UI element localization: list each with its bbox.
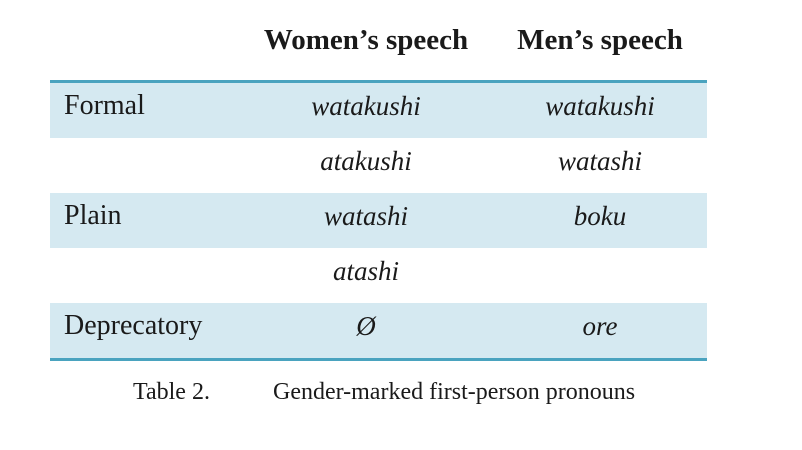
cell-men: boku (573, 201, 627, 231)
cell-women: Ø (356, 311, 376, 341)
caption-number: Table 2. (133, 379, 210, 405)
table-top-rule (50, 80, 707, 83)
table-row-deprecatory: Deprecatory Ø ore (50, 303, 707, 358)
cell-men: watakushi (545, 91, 655, 121)
cell-women: watashi (323, 201, 409, 231)
row-label: Deprecatory (64, 310, 203, 341)
cell-women: atakushi (320, 146, 412, 176)
column-header-men: Men’s speech (517, 24, 683, 56)
table-header-row: Women’s speech Men’s speech (50, 24, 707, 68)
row-label: Formal (64, 90, 145, 121)
table-row-formal: Formal watakushi watakushi (50, 83, 707, 138)
cell-women: watakushi (311, 91, 421, 121)
table-row-formal-alt: atakushi watashi (50, 138, 707, 193)
table-bottom-rule (50, 358, 707, 361)
cell-men: watashi (557, 146, 643, 176)
column-header-women: Women’s speech (263, 24, 469, 56)
caption-text: Gender-marked first-person pronouns (273, 379, 636, 405)
table-row-plain: Plain watashi boku (50, 193, 707, 248)
row-label: Plain (64, 200, 122, 231)
table-row-plain-alt: atashi (50, 248, 707, 303)
cell-women: atashi (332, 256, 399, 286)
cell-men: ore (582, 311, 618, 341)
